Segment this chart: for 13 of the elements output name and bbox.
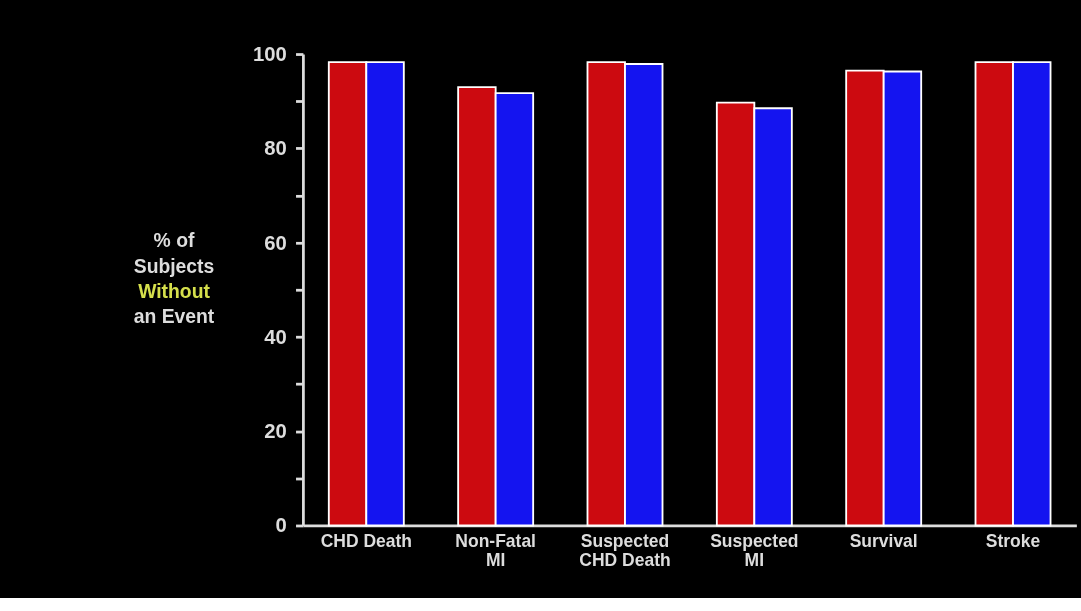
y-tick-label: 20 [264,420,287,443]
x-tick-label: CHD Death [320,531,412,552]
y-tick-label: 60 [264,231,287,254]
x-tick-label: Survival [849,531,918,552]
y-tick-label: 40 [264,325,287,348]
y-tick-label: 0 [275,514,287,537]
y-tick-label: 80 [264,137,287,160]
y-axis-title: % of Subjects Without an Event [133,230,215,328]
x-tick-label: Suspected CHD Death [579,531,671,571]
x-tick-label: Stroke [985,531,1041,552]
y-tick-label: 100 [253,42,287,65]
x-tick-label: Non-Fatal MI [455,531,536,571]
x-tick-label: Suspected MI [710,531,799,571]
